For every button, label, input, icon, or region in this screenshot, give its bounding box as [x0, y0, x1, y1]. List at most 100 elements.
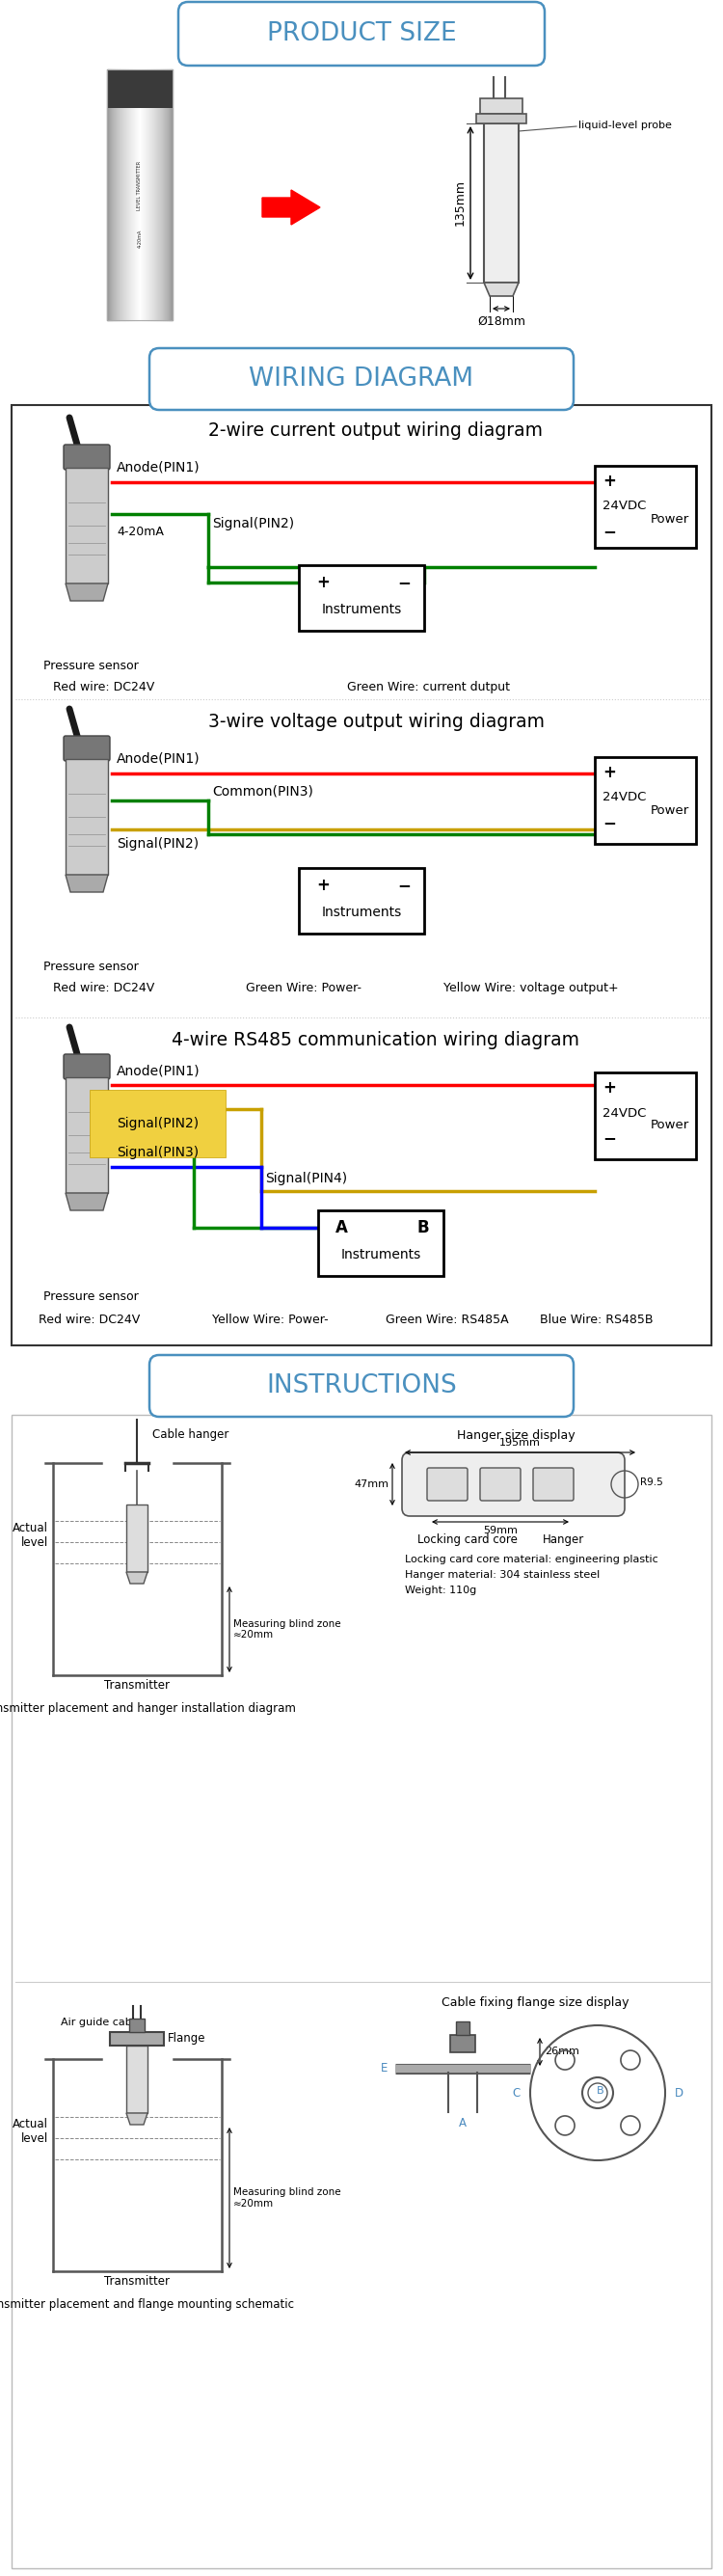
Text: −: −	[397, 876, 411, 894]
Text: Actual
level: Actual level	[12, 2117, 48, 2146]
Text: liquid-level probe: liquid-level probe	[578, 121, 672, 131]
Text: Instruments: Instruments	[341, 1249, 421, 1262]
Polygon shape	[66, 585, 108, 600]
FancyBboxPatch shape	[533, 1468, 573, 1502]
Text: −: −	[602, 814, 616, 832]
Bar	[110, 2032, 164, 2045]
Bar	[484, 124, 518, 283]
Text: Anode(PIN1): Anode(PIN1)	[116, 461, 200, 474]
Text: INSTRUCTIONS: INSTRUCTIONS	[266, 1373, 457, 1399]
Text: Measuring blind zone
≈20mm: Measuring blind zone ≈20mm	[234, 2187, 341, 2208]
Bar	[107, 70, 173, 319]
Text: Signal(PIN2): Signal(PIN2)	[116, 1118, 199, 1131]
Text: Signal(PIN3): Signal(PIN3)	[116, 1146, 199, 1159]
Text: Signal(PIN2): Signal(PIN2)	[116, 837, 199, 850]
Text: Anode(PIN1): Anode(PIN1)	[116, 1064, 200, 1077]
Bar	[12, 404, 711, 1345]
Text: Anode(PIN1): Anode(PIN1)	[116, 752, 200, 765]
Polygon shape	[66, 876, 108, 891]
Text: Red wire: DC24V: Red wire: DC24V	[53, 981, 155, 994]
Text: Red wire: DC24V: Red wire: DC24V	[38, 1314, 140, 1327]
Bar	[127, 2045, 147, 2112]
Bar	[127, 1504, 147, 1571]
Text: Signal(PIN2): Signal(PIN2)	[212, 518, 294, 531]
Text: +: +	[602, 765, 616, 781]
Bar	[318, 1211, 443, 1275]
Text: B: B	[597, 2087, 604, 2097]
Text: C: C	[513, 2087, 521, 2099]
FancyBboxPatch shape	[64, 446, 110, 469]
Text: Transmitter: Transmitter	[104, 1680, 170, 1692]
Text: A: A	[335, 1218, 348, 1236]
Text: Common(PIN3): Common(PIN3)	[212, 783, 313, 799]
Bar	[107, 70, 173, 108]
Text: R9.5: R9.5	[640, 1479, 663, 1486]
FancyBboxPatch shape	[427, 1468, 468, 1502]
FancyBboxPatch shape	[64, 1054, 110, 1079]
Bar	[456, 2022, 469, 2035]
Text: 24VDC: 24VDC	[602, 500, 646, 513]
Text: Hanger size display: Hanger size display	[457, 1430, 575, 1443]
Text: Pressure sensor: Pressure sensor	[43, 961, 139, 974]
Polygon shape	[127, 2112, 147, 2125]
Polygon shape	[127, 1571, 147, 1584]
Text: 26mm: 26mm	[544, 2045, 579, 2056]
Polygon shape	[484, 283, 518, 296]
Bar	[450, 2035, 475, 2053]
Text: Signal(PIN4): Signal(PIN4)	[265, 1172, 347, 1185]
Text: Transmitter placement and flange mounting schematic: Transmitter placement and flange mountin…	[0, 2298, 294, 2311]
Text: Green Wire: RS485A: Green Wire: RS485A	[385, 1314, 509, 1327]
Text: +: +	[316, 876, 330, 894]
Text: Power: Power	[651, 1118, 690, 1131]
Text: 47mm: 47mm	[354, 1479, 388, 1489]
Text: Actual
level: Actual level	[12, 1522, 48, 1548]
Text: +: +	[602, 1079, 616, 1097]
Text: −: −	[602, 1128, 616, 1146]
FancyBboxPatch shape	[64, 737, 110, 760]
Text: Ø18mm: Ø18mm	[477, 314, 526, 327]
Text: Transmitter placement and hanger installation diagram: Transmitter placement and hanger install…	[0, 1703, 296, 1716]
Text: Pressure sensor: Pressure sensor	[43, 659, 139, 672]
Text: +: +	[602, 471, 616, 489]
Bar	[595, 466, 696, 549]
Text: Red wire: DC24V: Red wire: DC24V	[53, 680, 155, 693]
Text: Power: Power	[651, 513, 690, 526]
Text: Locking card core: Locking card core	[417, 1533, 518, 1546]
Text: 4-wire RS485 communication wiring diagram: 4-wire RS485 communication wiring diagra…	[172, 1030, 580, 1048]
Bar	[595, 757, 696, 845]
Text: 2-wire current output wiring diagram: 2-wire current output wiring diagram	[209, 420, 543, 440]
Text: Cable hanger: Cable hanger	[153, 1427, 228, 1440]
Bar	[66, 469, 108, 585]
Bar	[66, 1077, 108, 1193]
Bar	[12, 1414, 711, 2568]
Text: Flange: Flange	[168, 2032, 206, 2045]
Text: Weight: 110g: Weight: 110g	[405, 1584, 476, 1595]
Text: E: E	[380, 2063, 388, 2076]
Bar	[595, 1072, 696, 1159]
Bar	[480, 98, 523, 113]
Text: 59mm: 59mm	[483, 1525, 518, 1535]
Text: Transmitter: Transmitter	[104, 2275, 170, 2287]
Text: Instruments: Instruments	[321, 603, 402, 616]
FancyBboxPatch shape	[179, 3, 544, 64]
Bar	[129, 2020, 145, 2032]
Text: D: D	[675, 2087, 684, 2099]
Text: PRODUCT SIZE: PRODUCT SIZE	[267, 21, 456, 46]
Text: −: −	[397, 574, 411, 592]
Polygon shape	[262, 191, 320, 224]
Text: Yellow Wire: voltage output+: Yellow Wire: voltage output+	[443, 981, 618, 994]
Text: Green Wire: current dutput: Green Wire: current dutput	[347, 680, 510, 693]
Text: Locking card core material: engineering plastic: Locking card core material: engineering …	[405, 1556, 658, 1564]
Text: LEVEL TRANSMITTER: LEVEL TRANSMITTER	[137, 160, 142, 209]
Text: B: B	[416, 1218, 429, 1236]
FancyBboxPatch shape	[402, 1453, 625, 1517]
FancyBboxPatch shape	[150, 1355, 573, 1417]
Text: Hanger material: 304 stainless steel: Hanger material: 304 stainless steel	[405, 1571, 600, 1579]
Text: 3-wire voltage output wiring diagram: 3-wire voltage output wiring diagram	[208, 711, 544, 732]
Text: Measuring blind zone
≈20mm: Measuring blind zone ≈20mm	[234, 1618, 341, 1641]
Text: Blue Wire: RS485B: Blue Wire: RS485B	[540, 1314, 653, 1327]
Bar	[299, 868, 424, 933]
Text: 24VDC: 24VDC	[602, 791, 646, 804]
Text: 195mm: 195mm	[500, 1437, 541, 1448]
Text: +: +	[316, 574, 330, 592]
